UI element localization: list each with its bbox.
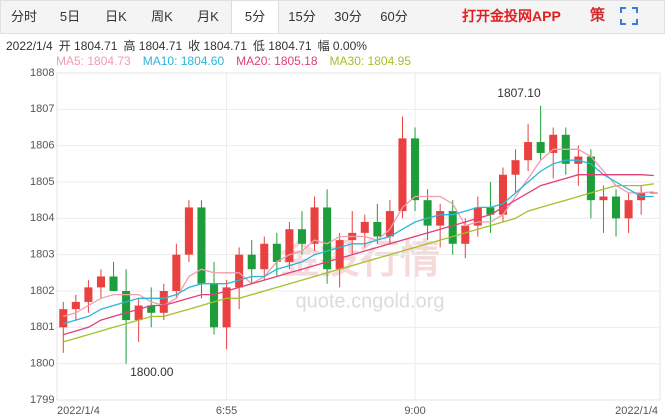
watermark: quote.cngold.org <box>295 290 444 312</box>
tab[interactable]: 月K <box>197 9 219 24</box>
candle-body <box>612 196 621 219</box>
y-tick-label: 1801 <box>30 321 54 333</box>
candle-body <box>285 229 294 262</box>
candle-body <box>84 287 93 302</box>
fullscreen-icon[interactable] <box>620 7 638 25</box>
low-label: 1800.00 <box>130 365 174 379</box>
legend-entry: MA30: 1804.95 <box>329 54 411 68</box>
candle-body <box>360 221 369 233</box>
ma-line <box>63 183 654 343</box>
tab[interactable]: 日K <box>105 9 127 24</box>
candle-body <box>586 156 595 201</box>
candle-body <box>649 192 658 194</box>
candle-body <box>310 207 319 244</box>
candle-body <box>172 254 181 291</box>
info-item: 高 1804.71 <box>123 39 183 53</box>
ma-line <box>63 159 654 325</box>
candle-body <box>385 211 394 237</box>
candle-body <box>624 200 633 219</box>
candle-body <box>599 196 608 201</box>
candle-body <box>448 211 457 244</box>
y-tick-label: 1803 <box>30 249 54 261</box>
x-tick-label: 2022/1/4 <box>615 405 658 417</box>
legend-entry: MA10: 1804.60 <box>142 54 225 68</box>
tab[interactable]: 周K <box>151 9 173 24</box>
y-tick-label: 1807 <box>30 103 54 115</box>
candle-body <box>473 207 482 226</box>
candle-body <box>247 254 256 270</box>
candle-body <box>398 138 407 212</box>
info-item: 开 1804.71 <box>58 39 118 53</box>
candle-body <box>134 305 143 321</box>
y-tick-label: 1804 <box>30 212 54 224</box>
tab[interactable]: 分时 <box>10 9 37 24</box>
x-tick-label: 2022/1/4 <box>57 405 100 417</box>
candle-body <box>184 207 193 255</box>
info-item: 收 1804.71 <box>188 39 247 53</box>
legend-entry: MA5: 1804.73 <box>56 54 131 68</box>
candle-body <box>96 276 105 288</box>
high-label: 1807.10 <box>497 86 541 100</box>
ma-legend: MA5: 1804.73 MA10: 1804.60 MA20: 1805.18 MA… <box>56 54 423 68</box>
tab[interactable]: 30分 <box>334 9 362 24</box>
candle-body <box>260 243 269 270</box>
candle-body <box>498 174 507 215</box>
tab[interactable]: 60分 <box>380 9 408 24</box>
y-tick-label: 1800 <box>30 358 54 370</box>
candle-body <box>524 142 533 161</box>
candle-body <box>486 207 495 215</box>
candle-body <box>323 207 332 270</box>
candle-body <box>297 229 306 244</box>
candle-body <box>147 305 156 313</box>
app-link[interactable]: 打开金投网APP <box>462 8 561 24</box>
y-tick-label: 1808 <box>30 67 54 79</box>
candle-body <box>373 221 382 237</box>
info-item: 2022/1/4 <box>6 39 53 53</box>
candle-body <box>71 301 80 310</box>
y-tick-label: 1802 <box>30 285 54 297</box>
candle-body <box>423 200 432 226</box>
info-line: 2022/1/4 开 1804.71 高 1804.71 收 1804.71 低 180… <box>6 37 373 54</box>
candle-body <box>197 207 206 284</box>
tab-bar: 分时 5日 日K 周K 月K 5分 15分 30分 60分 <box>0 0 665 34</box>
candle-body <box>549 134 558 153</box>
candle-body <box>461 225 470 244</box>
candle-body <box>335 240 344 270</box>
x-tick-label: 6:55 <box>216 405 237 417</box>
candle-body <box>411 138 420 201</box>
y-tick-label: 1799 <box>30 394 54 406</box>
info-item: 幅 0.00% <box>317 39 367 53</box>
candle-body <box>235 254 244 288</box>
legend-entry: MA20: 1805.18 <box>236 54 318 68</box>
y-tick-label: 1806 <box>30 140 54 152</box>
candle-body <box>272 243 281 262</box>
tab[interactable]: 15分 <box>288 9 316 24</box>
candle-body <box>436 211 445 226</box>
candle-body <box>210 283 219 328</box>
y-tick-label: 1805 <box>30 176 54 188</box>
candle-body <box>222 287 231 328</box>
tab[interactable]: 5分 <box>231 1 279 33</box>
candle-body <box>511 160 520 175</box>
candle-body <box>122 291 131 321</box>
plot-frame <box>56 72 661 401</box>
info-item: 低 1804.71 <box>252 39 312 53</box>
ma-line <box>63 174 654 336</box>
x-tick-label: 9:00 <box>404 405 425 417</box>
candle-body <box>159 291 168 313</box>
strategy-button[interactable]: 策 <box>590 7 606 24</box>
tab[interactable]: 5日 <box>59 9 81 24</box>
candle-body <box>109 276 118 291</box>
candle-body <box>59 309 68 328</box>
candle-body <box>536 142 545 153</box>
